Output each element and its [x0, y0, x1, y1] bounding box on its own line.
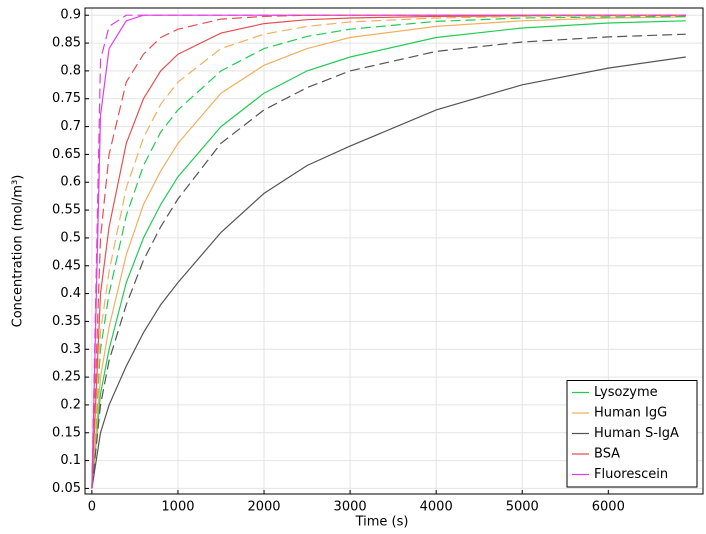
- series-line: [91, 20, 686, 489]
- y-tick-label: 0.3: [60, 342, 81, 357]
- x-tick-label: 3000: [334, 500, 367, 515]
- y-tick-label: 0.6: [60, 175, 81, 190]
- y-tick-label: 0.2: [60, 397, 81, 412]
- series-line: [91, 33, 686, 489]
- y-tick-label: 0.45: [52, 258, 81, 273]
- series-line: [91, 14, 686, 489]
- y-tick-label: 0.4: [60, 286, 81, 301]
- y-tick-label: 0.35: [52, 314, 81, 329]
- x-tick-label: 1000: [161, 500, 194, 515]
- legend-label: Lysozyme: [594, 385, 658, 400]
- x-tick-label: 2000: [247, 500, 280, 515]
- y-axis-label: Concentration (mol/m³): [11, 175, 26, 328]
- y-tick-label: 0.65: [52, 147, 81, 162]
- y-tick-label: 0.7: [60, 119, 81, 134]
- series-line: [91, 56, 686, 489]
- y-tick-label: 0.15: [52, 425, 81, 440]
- y-tick-label: 0.1: [60, 453, 81, 468]
- series-line: [91, 16, 686, 489]
- y-tick-label: 0.85: [52, 36, 81, 51]
- plot-frame: [84, 7, 704, 495]
- y-tick-label: 0.9: [60, 8, 81, 23]
- x-axis-label: Time (s): [355, 515, 409, 530]
- x-tick-label: 4000: [420, 500, 453, 515]
- legend-label: Fluorescein: [594, 467, 668, 482]
- legend-label: Human S-IgA: [594, 426, 679, 441]
- series-line: [91, 14, 686, 489]
- y-tick-label: 0.8: [60, 63, 81, 78]
- series-line: [91, 14, 686, 489]
- x-tick-label: 0: [88, 500, 96, 515]
- legend-label: Human IgG: [594, 406, 667, 421]
- x-tick-label: 6000: [592, 500, 625, 515]
- series-line: [91, 15, 686, 489]
- x-tick-label: 5000: [506, 500, 539, 515]
- y-tick-label: 0.5: [60, 230, 81, 245]
- series-line: [91, 14, 686, 489]
- legend: Lysozyme Human IgG Human S-IgA BSA Fluoresce…: [566, 380, 698, 488]
- legend-label: BSA: [594, 447, 620, 462]
- y-tick-label: 0.25: [52, 370, 81, 385]
- y-tick-label: 0.05: [52, 481, 81, 496]
- y-tick-label: 0.55: [52, 203, 81, 218]
- y-tick-label: 0.75: [52, 91, 81, 106]
